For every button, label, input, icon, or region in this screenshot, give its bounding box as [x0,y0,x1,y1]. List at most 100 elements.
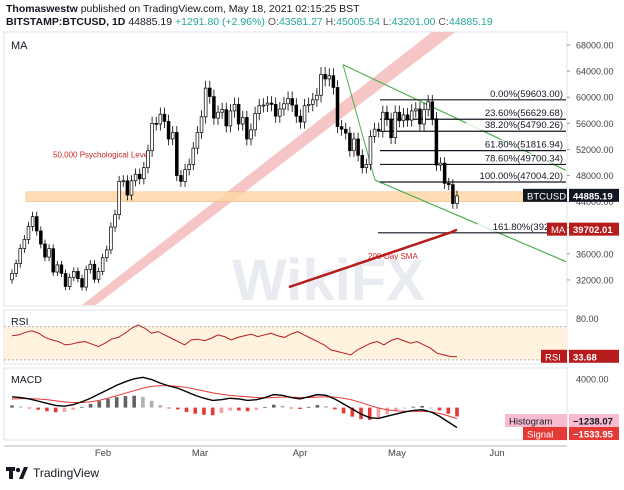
macd-histogram-bar [167,407,171,409]
candle-body [142,167,146,180]
candle-body [220,109,224,113]
last-price: 44885.19 [128,16,173,28]
candle-body [253,113,257,131]
fib-level-label: 100.00%(47004.20) [480,171,563,182]
candle-body [290,98,294,106]
candle-body [273,104,278,117]
candle-body [39,230,43,245]
candle-body [364,164,369,169]
candle-body [282,103,286,110]
sma-200-line [288,228,458,289]
fib-label-bg [466,108,562,119]
rsi-y-tick-label: 80.00 [576,314,599,324]
symbol-label[interactable]: BITSTAMP:BTCUSD, 1D [6,16,126,28]
candle-body [409,110,414,121]
candle-body [117,181,121,216]
close-value: 44885.19 [448,16,493,28]
candle-body [10,273,14,281]
macd-histogram-bar [455,407,459,417]
macd-histogram-bar [45,407,49,412]
x-tick-label: Jun [489,448,504,459]
macd-histogram-bar [53,407,58,413]
candle-body [76,271,80,279]
histogram-value-bg [569,414,619,427]
macd-histogram-bar [219,407,224,413]
macd-histogram-bar [367,407,372,420]
macd-histogram-bar [254,407,259,410]
candle-body [179,175,183,182]
macd-histogram-bar [385,407,389,415]
candle-body [422,109,426,125]
candle-body [335,87,340,127]
fib-label-bg [466,153,562,164]
macd-histogram-bar [402,407,407,409]
candle-body [88,263,93,270]
macd-histogram-bar [324,406,328,408]
rsi-value-bg [569,349,619,363]
macd-histogram-bar [228,407,232,411]
open-label: O: [267,16,279,28]
macd-histogram-bar [289,407,294,409]
wikifx-watermark: WikiFX [232,248,425,313]
candle-body [352,138,356,152]
candle-body [257,105,261,114]
candle-body [236,104,241,125]
macd-histogram-bar [429,407,433,409]
candle-body [327,75,332,80]
high-value: 45005.54 [336,16,380,28]
tradingview-brand[interactable]: TradingView [33,466,100,480]
ma-value-bg [569,222,619,236]
y-tick-label: 44000.00 [576,197,614,207]
macd-histogram-bar [106,398,110,408]
fib-label-bg [460,171,562,182]
fib-level-label: 0.00%(59603.00) [490,89,563,100]
candle-body [26,226,31,240]
macd-histogram-bar [88,404,93,408]
candle-body [315,94,319,101]
ma-name: MA [551,225,566,236]
candle-body [67,276,72,287]
macd-histogram-bar [237,407,241,411]
candle-body [216,111,220,119]
published-text: published on TradingView.com, May 18, 20… [80,3,360,15]
low-value: 43201.00 [391,16,436,28]
rsi-pane-title: RSI [11,316,29,328]
candle-body [339,126,344,130]
candle-body [298,115,303,123]
fib-label-bg [466,139,562,150]
low-label: L: [382,16,392,28]
signal-name-bg [523,427,567,440]
pane-frame [3,367,568,441]
candle-body [278,108,282,117]
signal-value: −1533.95 [573,430,614,441]
candle-body [401,114,406,122]
candle-body [414,108,418,112]
candle-body [80,278,84,288]
candle-body [133,173,138,182]
macd-histogram-bar [36,407,40,410]
candle-body [389,119,393,139]
close-label: C: [438,16,449,28]
macd-histogram-bar [420,405,424,408]
macd-histogram-bar [149,400,154,408]
candle-body [191,147,196,165]
macd-histogram-bar [306,406,311,408]
histogram-value: −1238.07 [573,417,613,428]
y-tick-label: 32000.00 [576,275,614,285]
candle-body [344,128,348,134]
macd-histogram-bar [123,396,128,408]
fib-level-label: 78.60%(49700.34) [485,153,563,164]
candle-body [63,273,68,287]
candle-body [249,129,253,140]
fib-level-label: 161.80%(39218) [493,222,563,233]
macd-histogram-bar [446,407,451,414]
candle-body [455,195,459,204]
candle-body [331,75,336,88]
price-value-bg [569,188,619,202]
author-name[interactable]: Thomaswestw [6,3,78,15]
y-tick-label: 48000.00 [576,171,614,181]
candle-body [261,104,266,107]
macd-histogram-bar [437,407,442,411]
signal-name: Signal [527,430,553,441]
